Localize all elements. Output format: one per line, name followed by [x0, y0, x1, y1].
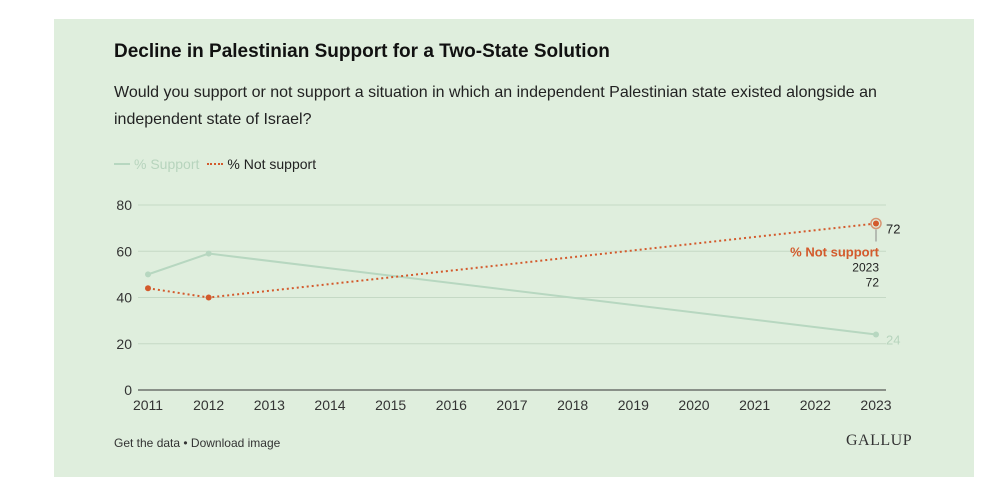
hover-point-ring — [870, 217, 882, 230]
chart-subtitle: Would you support or not support a situa… — [114, 84, 877, 128]
chart-legend: % Support % Not support — [114, 156, 324, 172]
legend-swatch-support — [114, 163, 130, 165]
data-point-not-support-2011 — [145, 285, 151, 292]
data-point-support-2012 — [205, 250, 212, 257]
data-point-not-support-2012 — [205, 294, 212, 301]
x-tick-label-2015: 2015 — [375, 397, 406, 413]
y-tick-label-80: 80 — [116, 197, 132, 213]
chart-card: Decline in Palestinian Support for a Two… — [54, 19, 974, 477]
end-label-support: 24 — [886, 333, 900, 348]
y-tick-label-60: 60 — [116, 243, 132, 259]
y-tick-label-0: 0 — [124, 382, 132, 398]
x-tick-label-2012: 2012 — [193, 397, 224, 413]
legend-swatch-not-support — [207, 163, 224, 165]
data-point-support-2011 — [145, 271, 151, 278]
tooltip-value: 72 — [866, 276, 880, 290]
x-tick-label-2017: 2017 — [496, 397, 527, 413]
data-point-not-support-2023 — [873, 220, 879, 227]
footer-separator: • — [180, 436, 191, 450]
x-tick-label-2022: 2022 — [800, 397, 831, 413]
x-tick-label-2013: 2013 — [254, 397, 285, 413]
data-point-support-2023 — [873, 331, 879, 338]
series-line-support — [147, 252, 877, 336]
x-tick-label-2014: 2014 — [314, 397, 345, 413]
x-tick-label-2020: 2020 — [678, 397, 709, 413]
x-tick-label-2021: 2021 — [739, 397, 770, 413]
line-chart: 0 20 40 60 80 2011 2012 2013 2014 2015 2016 2017 201… — [116, 197, 900, 413]
x-tick-label-2019: 2019 — [618, 397, 649, 413]
tooltip-year: 2023 — [852, 261, 879, 275]
download-image-link[interactable]: Download image — [190, 436, 281, 450]
gallup-logo: GALLUP — [846, 432, 913, 449]
end-label-not-support: 72 — [886, 222, 900, 237]
series-line-not-support — [147, 222, 877, 299]
footer-links: Get the data • Download image — [114, 436, 280, 450]
legend-item-support[interactable]: % Support — [114, 156, 199, 172]
get-data-link[interactable]: Get the data — [114, 436, 181, 450]
x-tick-label-2023: 2023 — [860, 397, 891, 413]
legend-label-support: % Support — [134, 156, 200, 172]
chart-title: Decline in Palestinian Support for a Two… — [114, 41, 610, 62]
y-tick-label-40: 40 — [116, 290, 132, 306]
legend-label-not-support: % Not support — [227, 156, 317, 172]
x-tick-label-2018: 2018 — [557, 397, 588, 413]
x-tick-label-2016: 2016 — [436, 397, 467, 413]
y-tick-label-20: 20 — [116, 336, 132, 352]
x-tick-label-2011: 2011 — [133, 397, 163, 413]
legend-item-not-support[interactable]: % Not support — [207, 156, 316, 172]
tooltip-series: % Not support — [790, 245, 879, 260]
